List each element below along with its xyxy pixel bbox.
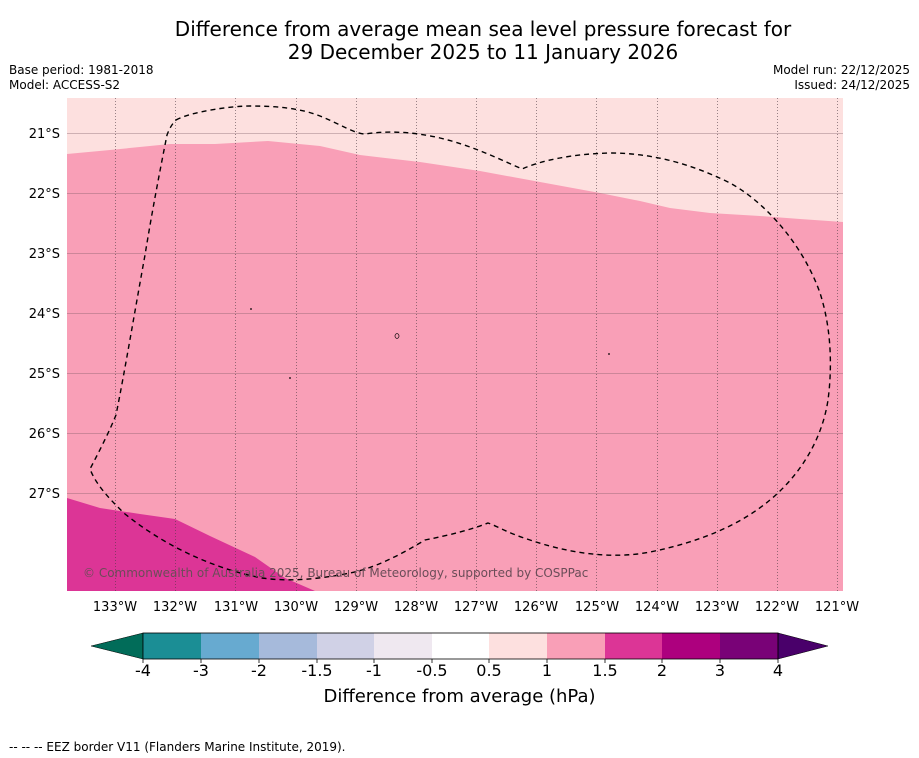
colorbar-tick: -0.5 xyxy=(416,661,447,680)
model-name: Model: ACCESS-S2 xyxy=(9,78,121,92)
colorbar-segment xyxy=(143,633,201,659)
lon-label: 125°W xyxy=(575,600,619,615)
colorbar-ticks: -4 -3 -2 -1.5 -1 -0.5 0.5 1 1.5 2 3 4 xyxy=(135,661,783,680)
island-marker xyxy=(289,377,291,379)
colorbar-segment xyxy=(547,633,605,659)
issued-date: Issued: 24/12/2025 xyxy=(794,78,910,92)
lon-label: 121°W xyxy=(815,600,859,615)
lat-label: 23°S xyxy=(29,247,60,262)
lon-label: 126°W xyxy=(514,600,558,615)
lat-label: 26°S xyxy=(29,427,60,442)
colorbar-segment xyxy=(605,633,662,659)
colorbar xyxy=(90,632,829,660)
colorbar-tick: -1.5 xyxy=(301,661,332,680)
lat-label: 21°S xyxy=(29,127,60,142)
colorbar-tick: 1.5 xyxy=(592,661,617,680)
colorbar-tick: -2 xyxy=(251,661,267,680)
lon-label: 129°W xyxy=(334,600,378,615)
lon-label: 130°W xyxy=(274,600,318,615)
colorbar-segment xyxy=(259,633,317,659)
meta-right: Model run: 22/12/2025 Issued: 24/12/2025 xyxy=(773,63,910,93)
colorbar-segment xyxy=(201,633,259,659)
colorbar-segment xyxy=(317,633,374,659)
lon-label: 127°W xyxy=(454,600,498,615)
meta-left: Base period: 1981-2018 Model: ACCESS-S2 xyxy=(9,63,154,93)
colorbar-segment xyxy=(720,633,778,659)
colorbar-tick: -1 xyxy=(366,661,382,680)
lon-label: 123°W xyxy=(695,600,739,615)
copyright-notice: © Commonwealth of Australia 2025, Bureau… xyxy=(83,566,588,580)
colorbar-segment xyxy=(489,633,547,659)
colorbar-segment xyxy=(662,633,720,659)
colorbar-tick: -4 xyxy=(135,661,151,680)
anomaly-region-1-5-to-2 xyxy=(67,498,315,591)
lon-labels: 133°W 132°W 131°W 130°W 129°W 128°W 127°… xyxy=(93,600,859,615)
lon-gridlines xyxy=(115,98,838,591)
lon-label: 128°W xyxy=(394,600,438,615)
lon-label: 133°W xyxy=(93,600,137,615)
colorbar-tick: 4 xyxy=(773,661,783,680)
lat-label: 27°S xyxy=(29,487,60,502)
lat-label: 22°S xyxy=(29,187,60,202)
colorbar-tick-marks xyxy=(142,659,779,663)
lat-labels: 21°S 22°S 23°S 24°S 25°S 26°S 27°S xyxy=(29,127,60,502)
lon-label: 124°W xyxy=(635,600,679,615)
colorbar-tick: 0.5 xyxy=(476,661,501,680)
colorbar-segment xyxy=(374,633,432,659)
model-run: Model run: 22/12/2025 xyxy=(772,63,910,77)
island-marker xyxy=(394,333,400,339)
eez-legend-note: -- -- -- EEZ border V11 (Flanders Marine… xyxy=(9,740,346,754)
lat-label: 25°S xyxy=(29,367,60,382)
colorbar-under-arrow xyxy=(90,632,144,660)
base-period: Base period: 1981-2018 xyxy=(9,63,154,77)
lat-gridlines xyxy=(67,133,843,494)
title-line-1: Difference from average mean sea level p… xyxy=(174,17,792,41)
colorbar-frame xyxy=(142,632,779,660)
colorbar-tick: 3 xyxy=(715,661,725,680)
lon-label: 131°W xyxy=(214,600,258,615)
island-marker xyxy=(608,353,610,355)
title-line-2: 29 December 2025 to 11 January 2026 xyxy=(287,40,679,64)
lon-label: 122°W xyxy=(755,600,799,615)
colorbar-label: Difference from average (hPa) xyxy=(323,686,596,707)
colorbar-tick: 2 xyxy=(657,661,667,680)
map-title: Difference from average mean sea level p… xyxy=(0,18,919,64)
colorbar-tick: 1 xyxy=(542,661,552,680)
lat-label: 24°S xyxy=(29,307,60,322)
colorbar-segment xyxy=(432,633,489,659)
colorbar-over-arrow xyxy=(777,632,829,660)
colorbar-tick: -3 xyxy=(193,661,209,680)
island-marker xyxy=(250,308,252,310)
map-plot-area xyxy=(67,98,843,591)
lon-label: 132°W xyxy=(153,600,197,615)
